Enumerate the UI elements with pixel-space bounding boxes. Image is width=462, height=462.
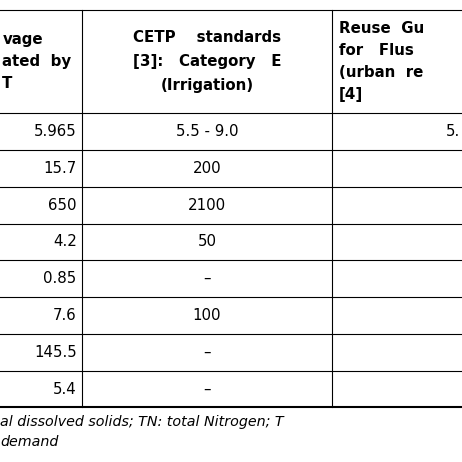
Text: 5.4: 5.4 (53, 382, 77, 396)
Text: vage: vage (2, 32, 43, 47)
Text: 0.85: 0.85 (43, 271, 77, 286)
Text: 650: 650 (48, 198, 77, 213)
Text: demand: demand (0, 435, 58, 449)
Text: al dissolved solids; TN: total Nitrogen; T: al dissolved solids; TN: total Nitrogen;… (0, 415, 284, 429)
Text: T: T (2, 76, 12, 91)
Text: 5.: 5. (445, 124, 460, 139)
Text: CETP    standards: CETP standards (133, 30, 281, 45)
Text: 145.5: 145.5 (34, 345, 77, 360)
Text: 5.5 - 9.0: 5.5 - 9.0 (176, 124, 238, 139)
Text: [4]: [4] (339, 87, 363, 103)
Text: –: – (203, 271, 211, 286)
Text: 50: 50 (197, 234, 217, 249)
Text: 100: 100 (193, 308, 221, 323)
Text: 15.7: 15.7 (43, 161, 77, 176)
Text: 5.965: 5.965 (34, 124, 77, 139)
Text: –: – (203, 345, 211, 360)
Text: 200: 200 (193, 161, 221, 176)
Text: for   Flus: for Flus (339, 43, 413, 58)
Text: ated  by: ated by (2, 54, 72, 69)
Text: (Irrigation): (Irrigation) (160, 78, 254, 93)
Text: –: – (203, 382, 211, 396)
Text: 2100: 2100 (188, 198, 226, 213)
Text: Reuse  Gu: Reuse Gu (339, 21, 424, 36)
Text: 7.6: 7.6 (53, 308, 77, 323)
Text: (urban  re: (urban re (339, 65, 423, 80)
Text: 4.2: 4.2 (53, 234, 77, 249)
Text: [3]:   Category   E: [3]: Category E (133, 54, 281, 69)
